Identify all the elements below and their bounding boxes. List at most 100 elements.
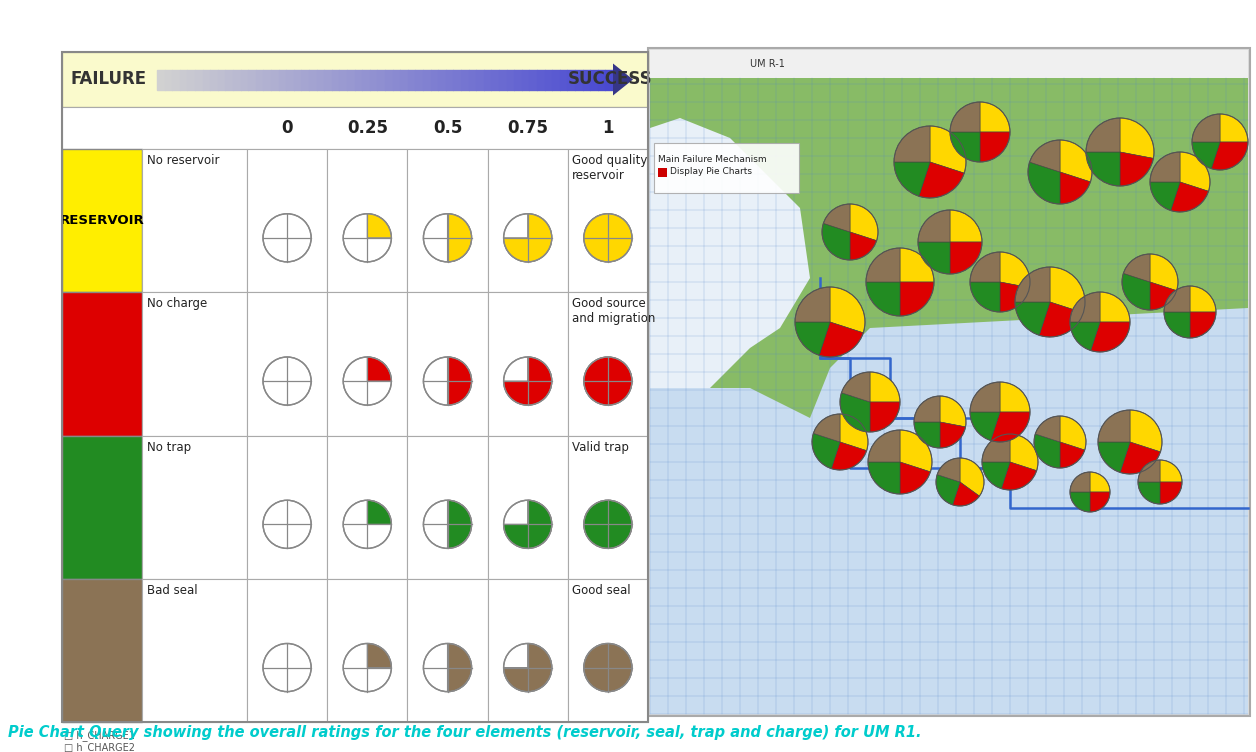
Wedge shape — [865, 282, 901, 316]
Wedge shape — [447, 357, 471, 405]
Wedge shape — [1161, 460, 1182, 482]
Wedge shape — [367, 644, 392, 668]
Wedge shape — [795, 322, 830, 355]
Wedge shape — [584, 500, 632, 548]
Wedge shape — [1060, 416, 1086, 450]
Text: 0.25: 0.25 — [347, 119, 388, 137]
Bar — [142, 579, 247, 722]
Wedge shape — [950, 102, 980, 132]
Circle shape — [584, 500, 632, 548]
Wedge shape — [950, 132, 980, 162]
Bar — [62, 149, 142, 293]
Wedge shape — [850, 232, 877, 260]
Circle shape — [343, 214, 392, 262]
Wedge shape — [960, 458, 983, 496]
Wedge shape — [367, 214, 392, 238]
Bar — [247, 293, 328, 435]
Wedge shape — [865, 248, 901, 282]
Wedge shape — [1211, 142, 1248, 170]
Wedge shape — [367, 357, 392, 381]
Wedge shape — [970, 382, 1000, 412]
Bar — [142, 435, 247, 579]
Wedge shape — [1123, 254, 1150, 282]
Bar — [654, 143, 799, 193]
Wedge shape — [1070, 322, 1100, 350]
Wedge shape — [840, 414, 868, 450]
Text: SEAL: SEAL — [83, 644, 121, 657]
Wedge shape — [914, 396, 939, 422]
Wedge shape — [1070, 492, 1090, 512]
Bar — [487, 293, 568, 435]
Polygon shape — [651, 308, 1248, 714]
Bar — [247, 149, 328, 293]
Wedge shape — [831, 442, 867, 470]
Bar — [487, 149, 568, 293]
Text: CHARGE: CHARGE — [72, 357, 133, 371]
Wedge shape — [991, 412, 1030, 442]
Wedge shape — [1220, 114, 1248, 142]
Wedge shape — [1070, 292, 1100, 322]
Wedge shape — [980, 132, 1010, 162]
Text: Main Failure Mechanism: Main Failure Mechanism — [658, 155, 766, 164]
Bar — [142, 149, 247, 293]
Wedge shape — [970, 412, 1000, 441]
Bar — [487, 435, 568, 579]
Wedge shape — [901, 248, 934, 282]
Wedge shape — [918, 242, 950, 274]
Wedge shape — [939, 396, 966, 427]
Bar — [328, 435, 407, 579]
Wedge shape — [504, 644, 551, 692]
Wedge shape — [824, 204, 850, 232]
Wedge shape — [814, 414, 840, 442]
Circle shape — [504, 500, 551, 548]
Wedge shape — [447, 214, 471, 262]
Circle shape — [504, 214, 551, 262]
Wedge shape — [1027, 162, 1060, 204]
Bar — [651, 78, 1248, 714]
Wedge shape — [1086, 152, 1120, 186]
Bar — [328, 293, 407, 435]
Wedge shape — [1000, 252, 1030, 287]
Wedge shape — [1150, 282, 1177, 310]
Circle shape — [263, 644, 311, 692]
Text: 0.5: 0.5 — [433, 119, 462, 137]
Wedge shape — [1189, 286, 1216, 312]
Wedge shape — [1098, 442, 1130, 472]
Wedge shape — [584, 644, 632, 692]
Wedge shape — [894, 126, 929, 162]
Wedge shape — [1179, 152, 1210, 191]
Wedge shape — [1090, 472, 1110, 492]
Wedge shape — [870, 372, 901, 402]
Circle shape — [504, 644, 551, 692]
Wedge shape — [952, 482, 980, 506]
Bar — [407, 149, 487, 293]
Bar — [62, 579, 142, 722]
Wedge shape — [1120, 442, 1161, 474]
Wedge shape — [504, 214, 551, 262]
Wedge shape — [1060, 442, 1085, 468]
Text: 0: 0 — [281, 119, 293, 137]
Wedge shape — [1164, 312, 1189, 338]
Wedge shape — [929, 126, 966, 173]
Bar — [407, 435, 487, 579]
Bar — [142, 293, 247, 435]
Circle shape — [504, 357, 551, 405]
Bar — [247, 579, 328, 722]
Wedge shape — [1150, 182, 1179, 211]
Wedge shape — [1138, 482, 1161, 504]
Bar — [328, 579, 407, 722]
Wedge shape — [868, 462, 901, 494]
Wedge shape — [1001, 462, 1036, 490]
Wedge shape — [1060, 140, 1091, 182]
Bar — [62, 293, 142, 435]
Polygon shape — [613, 63, 633, 96]
Text: Display Pie Charts: Display Pie Charts — [669, 168, 752, 177]
Bar — [487, 579, 568, 722]
Text: 0.75: 0.75 — [507, 119, 548, 137]
Bar — [568, 435, 648, 579]
Wedge shape — [840, 393, 870, 432]
Wedge shape — [1050, 267, 1085, 313]
Bar — [62, 107, 648, 149]
Circle shape — [263, 357, 311, 405]
Wedge shape — [939, 422, 966, 448]
